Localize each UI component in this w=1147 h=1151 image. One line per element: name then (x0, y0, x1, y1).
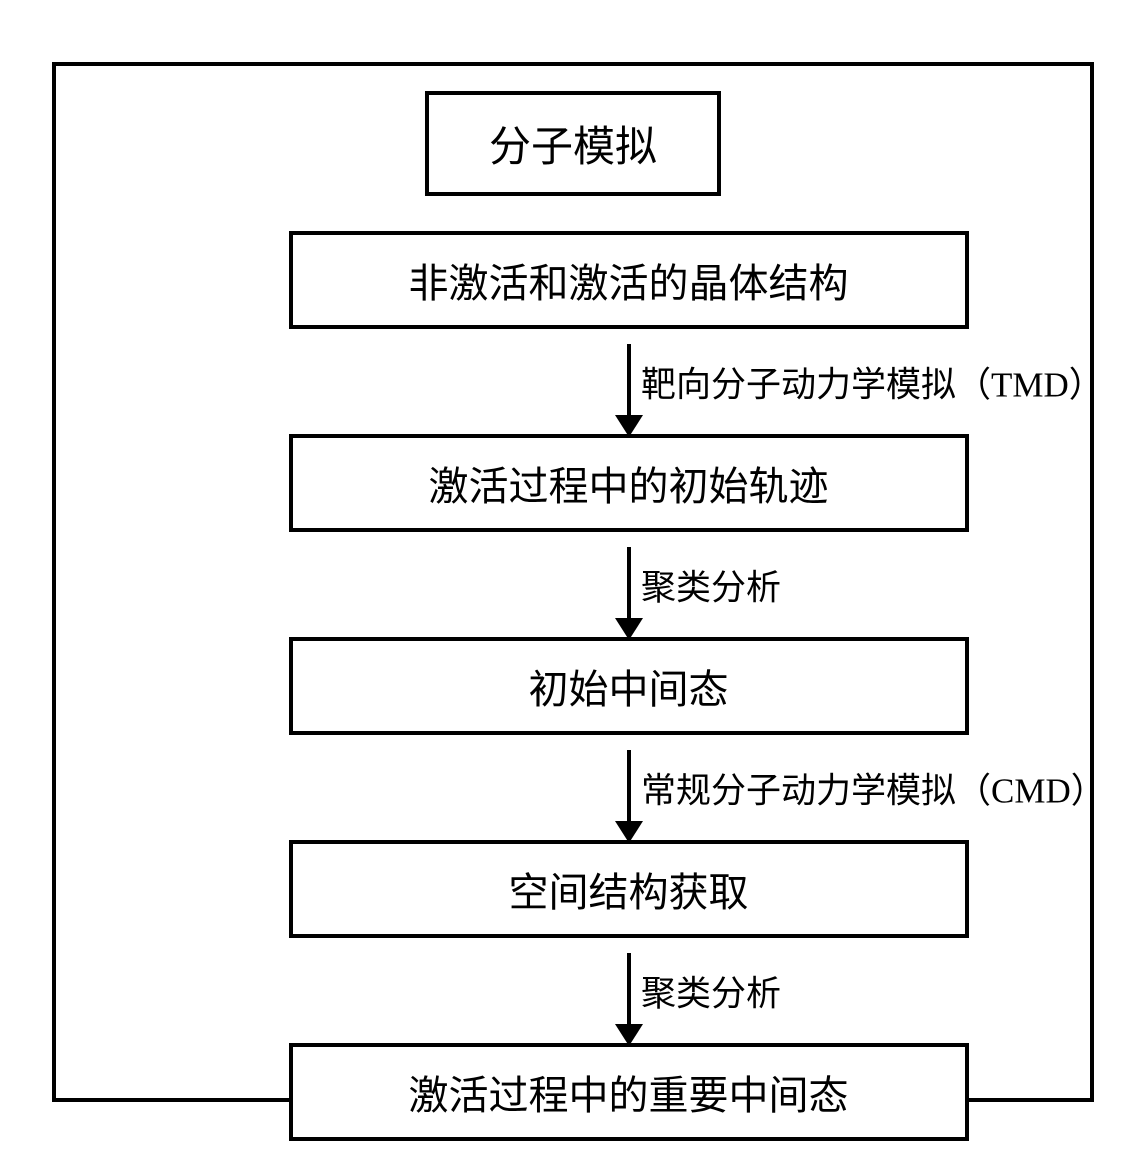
flowchart-node: 初始中间态 (289, 637, 969, 735)
flowchart-node: 激活过程中的重要中间态 (289, 1043, 969, 1141)
flowchart-edge: 常规分子动力学模拟（CMD） (246, 735, 1011, 840)
flowchart-edge: 聚类分析 (246, 532, 1011, 637)
edge-label: 常规分子动力学模拟（CMD） (641, 762, 1106, 813)
flowchart-node: 空间结构获取 (289, 840, 969, 938)
flowchart-node: 非激活和激活的晶体结构 (289, 231, 969, 329)
flowchart-edge: 靶向分子动力学模拟（TMD） (246, 329, 1011, 434)
flowchart-node: 激活过程中的初始轨迹 (289, 434, 969, 532)
arrow-icon (627, 344, 631, 419)
arrow-icon (627, 547, 631, 622)
arrow-icon (627, 953, 631, 1028)
diagram-title: 分子模拟 (425, 91, 721, 196)
flowchart-edge: 聚类分析 (246, 938, 1011, 1043)
flowchart-container: 分子模拟 非激活和激活的晶体结构 靶向分子动力学模拟（TMD） 激活过程中的初始… (52, 62, 1094, 1102)
flow-sequence: 非激活和激活的晶体结构 靶向分子动力学模拟（TMD） 激活过程中的初始轨迹 聚类… (246, 231, 1011, 1141)
edge-label: 聚类分析 (641, 965, 781, 1016)
arrow-icon (627, 750, 631, 825)
edge-label: 聚类分析 (641, 559, 781, 610)
edge-label: 靶向分子动力学模拟（TMD） (641, 356, 1104, 407)
